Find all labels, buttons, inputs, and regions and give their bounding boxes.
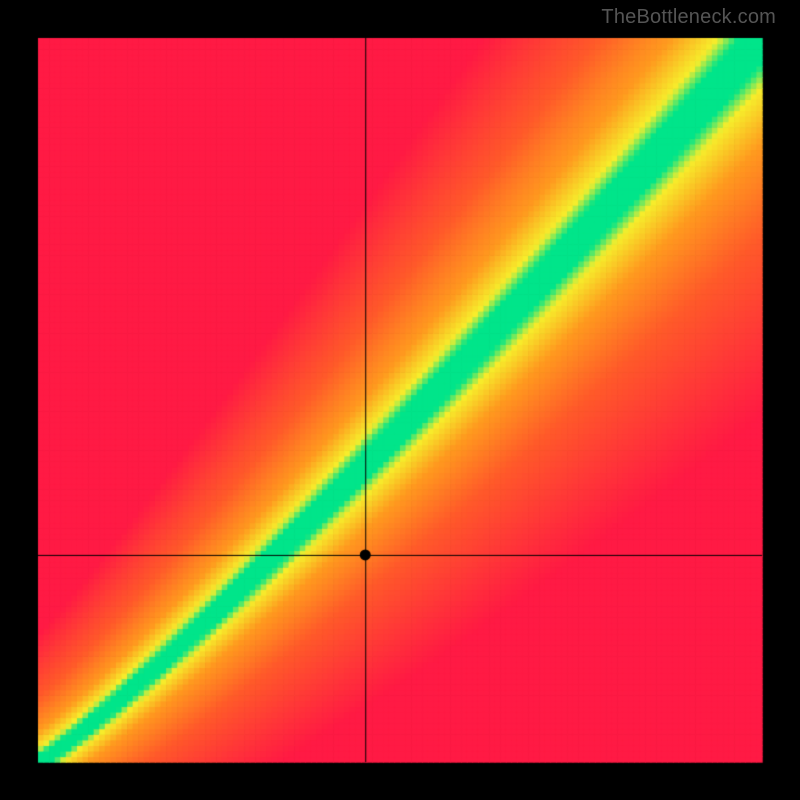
heatmap-canvas bbox=[0, 0, 800, 800]
figure-container: TheBottleneck.com bbox=[0, 0, 800, 800]
watermark-text: TheBottleneck.com bbox=[601, 6, 776, 29]
